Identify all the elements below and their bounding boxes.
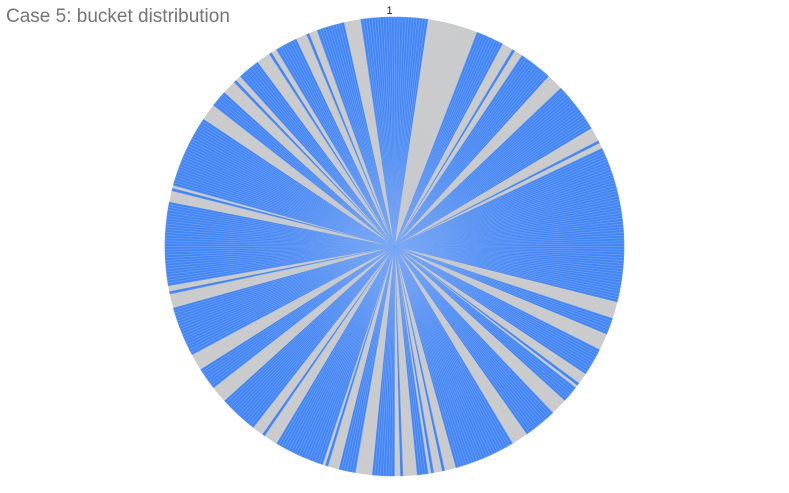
pie-slices [165,17,624,476]
top-slice-label: 1 [386,5,392,17]
